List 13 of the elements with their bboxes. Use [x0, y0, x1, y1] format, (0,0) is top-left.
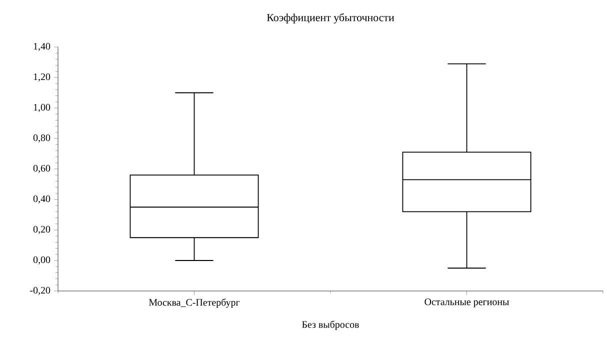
y-tick-label: 1,20: [34, 73, 50, 82]
y-tick-label: -0,20: [30, 286, 50, 296]
y-tick-label: 0,40: [33, 195, 50, 204]
x-tick-label: Остальные регионы: [424, 298, 509, 308]
y-tick-label: 0,60: [33, 164, 50, 174]
y-tick-label: 0,00: [33, 256, 50, 265]
x-axis-title: Без выбросов: [302, 320, 359, 330]
x-tick-label: Москва_С-Петербург: [148, 298, 240, 308]
y-tick-label: 0,20: [33, 226, 50, 234]
y-tick-label: 0,80: [33, 134, 50, 143]
y-tick-label: 1,00: [34, 104, 50, 112]
chart-title: Коэффициент убыточности: [266, 13, 394, 24]
y-tick-label: 1,40: [34, 42, 50, 52]
